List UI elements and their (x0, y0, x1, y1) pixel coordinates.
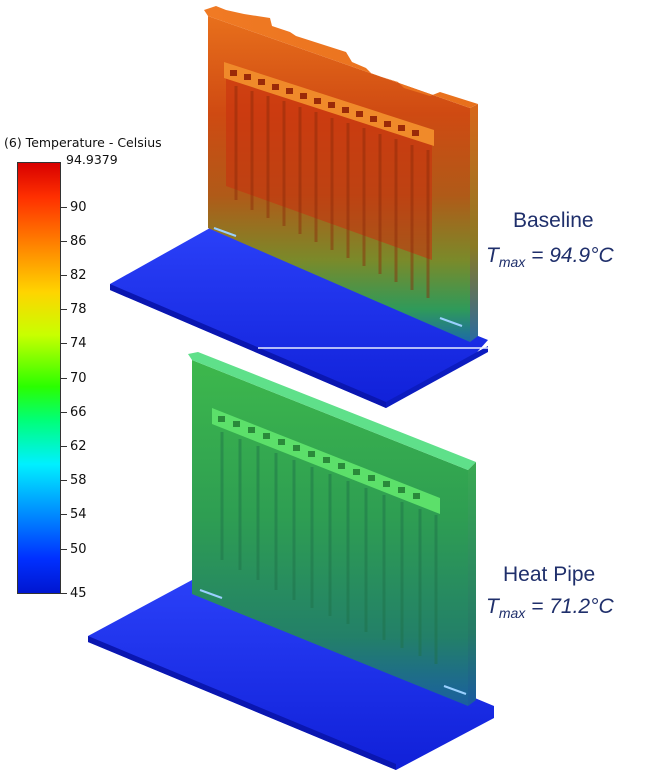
colorbar-tick-label: 54 (70, 507, 87, 522)
temperature-colorbar (17, 162, 61, 594)
heatpipe-foot-mark-right (443, 685, 467, 695)
colorbar-tick-label: 78 (70, 302, 87, 317)
baseline-label: Baseline (513, 209, 594, 232)
colorbar-tick-label: 62 (70, 439, 87, 454)
colorbar-tick-mark (61, 480, 67, 481)
heat-pipe-label: Heat Pipe (503, 563, 596, 586)
heatpipe-vertical-fins (220, 432, 438, 664)
baseline-foot-mark-right (439, 317, 463, 327)
baseline-base-plate (110, 228, 488, 408)
baseline-foot-mark (213, 227, 237, 237)
baseline-checker-holes (230, 70, 419, 136)
colorbar-tick-mark (61, 514, 67, 515)
colorbar-tick-mark (61, 412, 67, 413)
colorbar-tick-mark (61, 378, 67, 379)
baseline-base-plate-edge (110, 284, 386, 408)
baseline-base-plate-edge-right (386, 346, 488, 408)
heatpipe-base-plate-edge (88, 636, 396, 770)
baseline-side-face (470, 104, 478, 342)
heat-pipe-model (88, 352, 494, 770)
colorbar-tick-label: 45 (70, 586, 87, 601)
colorbar-tick-label: 66 (70, 405, 87, 420)
legend-max-label: 94.9379 (66, 152, 118, 167)
baseline-tmax: Tmax = 94.9°C (486, 244, 614, 271)
heatpipe-top-edge (188, 352, 476, 470)
colorbar-tick-label: 70 (70, 371, 87, 386)
colorbar-tick-mark (61, 593, 67, 594)
colorbar-tick-mark (61, 207, 67, 208)
colorbar-tick-label: 74 (70, 336, 87, 351)
heatpipe-fin-panel (192, 360, 468, 706)
colorbar-tick-mark (61, 241, 67, 242)
colorbar-tick-mark (61, 309, 67, 310)
baseline-top-edge (204, 6, 478, 108)
colorbar-tick-label: 50 (70, 542, 87, 557)
colorbar-tick-label: 58 (70, 473, 87, 488)
baseline-model (110, 6, 488, 408)
colorbar-tick-label: 86 (70, 234, 87, 249)
heat-pipe-tmax: Tmax = 71.2°C (486, 595, 614, 622)
colorbar-tick-mark (61, 446, 67, 447)
colorbar-tick-label: 82 (70, 268, 87, 283)
colorbar-tick-mark (61, 275, 67, 276)
colorbar-tick-mark (61, 343, 67, 344)
colorbar-tick-mark (61, 549, 67, 550)
baseline-vertical-fins (234, 86, 430, 298)
heatpipe-base-plate (88, 580, 494, 770)
heatpipe-side-face (468, 462, 476, 706)
heatpipe-foot-mark (199, 589, 223, 599)
colorbar-tick-label: 90 (70, 200, 87, 215)
heatpipe-checker-holes (218, 416, 420, 499)
baseline-hot-core (226, 72, 432, 260)
legend-title: (6) Temperature - Celsius (4, 135, 162, 150)
